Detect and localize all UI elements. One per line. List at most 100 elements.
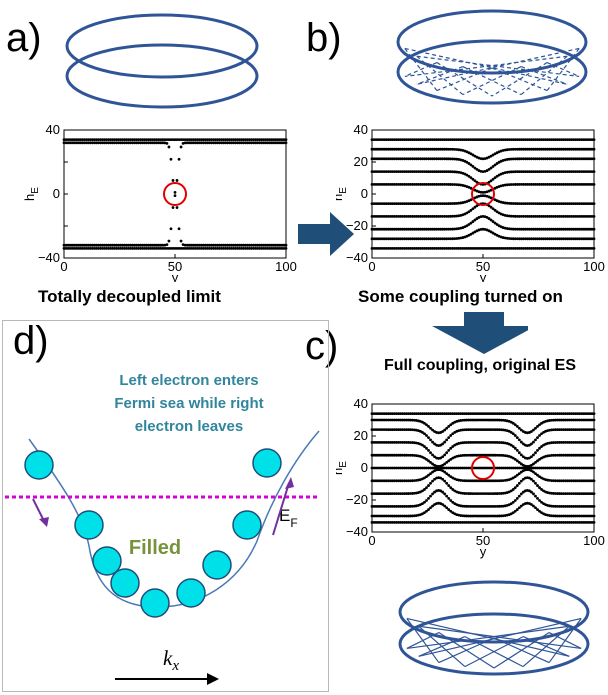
data-point bbox=[421, 138, 424, 141]
data-point bbox=[554, 521, 558, 524]
data-point bbox=[455, 237, 459, 240]
data-point bbox=[556, 453, 560, 457]
data-point bbox=[437, 202, 440, 205]
filled-state-balls bbox=[24, 448, 282, 618]
data-point bbox=[398, 237, 402, 241]
data-point bbox=[538, 202, 541, 205]
data-point bbox=[131, 138, 135, 141]
data-point bbox=[394, 227, 398, 231]
data-points bbox=[62, 138, 288, 250]
data-point bbox=[185, 141, 189, 145]
data-point bbox=[226, 243, 229, 247]
data-point bbox=[429, 183, 432, 186]
data-point bbox=[461, 138, 465, 141]
data-point bbox=[386, 418, 390, 422]
data-point bbox=[574, 505, 578, 508]
data-point bbox=[234, 141, 237, 145]
data-point bbox=[513, 247, 517, 250]
data-point bbox=[380, 466, 384, 470]
data-point bbox=[270, 138, 274, 141]
data-point bbox=[481, 441, 485, 444]
data-point bbox=[495, 428, 499, 432]
data-point bbox=[473, 441, 477, 444]
data-point bbox=[491, 247, 495, 250]
data-point bbox=[266, 138, 270, 141]
data-point bbox=[469, 492, 473, 495]
data-point bbox=[542, 215, 545, 218]
data-point bbox=[386, 147, 390, 151]
data-point bbox=[427, 484, 430, 487]
data-point bbox=[449, 227, 453, 231]
data-point bbox=[499, 138, 503, 141]
data-point bbox=[532, 453, 535, 457]
data-point bbox=[568, 441, 572, 444]
data-point bbox=[509, 214, 513, 218]
data-point bbox=[521, 442, 525, 446]
data-point bbox=[519, 214, 523, 218]
data-point bbox=[489, 504, 493, 508]
data-point bbox=[536, 449, 539, 452]
data-point bbox=[465, 453, 469, 457]
y-tick-label: 40 bbox=[46, 122, 60, 137]
data-point bbox=[404, 247, 408, 250]
data-point bbox=[483, 504, 487, 508]
data-point bbox=[380, 147, 384, 151]
data-point bbox=[554, 247, 558, 250]
coupling-line bbox=[438, 637, 495, 664]
data-point bbox=[564, 227, 568, 231]
data-point bbox=[536, 473, 539, 477]
data-point bbox=[550, 237, 554, 241]
data-point bbox=[509, 521, 513, 524]
data-point bbox=[441, 227, 445, 231]
data-point bbox=[388, 227, 392, 231]
data-point bbox=[517, 521, 521, 524]
data-point bbox=[437, 157, 440, 161]
data-point bbox=[554, 412, 558, 415]
data-point bbox=[406, 183, 410, 186]
data-point bbox=[98, 247, 102, 250]
data-point bbox=[574, 514, 578, 518]
data-point bbox=[386, 138, 390, 141]
data-point bbox=[410, 215, 414, 218]
data-point bbox=[580, 183, 584, 186]
data-point bbox=[469, 247, 473, 250]
data-point bbox=[560, 157, 564, 161]
data-point bbox=[485, 412, 489, 415]
data-point bbox=[240, 141, 244, 145]
data-point bbox=[380, 157, 384, 161]
data-point bbox=[572, 237, 576, 241]
data-point bbox=[540, 227, 543, 231]
x-axis-label: y bbox=[480, 270, 487, 282]
data-point bbox=[554, 428, 558, 432]
data-point bbox=[566, 412, 570, 415]
data-point bbox=[570, 138, 574, 141]
data-point bbox=[437, 138, 440, 141]
data-point bbox=[564, 247, 568, 250]
data-point bbox=[582, 441, 586, 444]
data-point bbox=[390, 202, 394, 205]
data-point bbox=[550, 138, 554, 141]
data-point bbox=[447, 147, 451, 151]
data-point bbox=[392, 479, 396, 483]
data-point bbox=[139, 141, 143, 145]
data-point bbox=[578, 147, 582, 151]
data-point bbox=[433, 147, 436, 151]
data-point bbox=[481, 418, 485, 422]
data-point bbox=[576, 428, 580, 431]
data-point bbox=[238, 243, 241, 247]
data-point bbox=[564, 504, 568, 508]
data-point bbox=[501, 412, 505, 415]
data-point bbox=[439, 521, 443, 524]
data-point bbox=[449, 521, 453, 524]
data-point bbox=[262, 141, 266, 145]
data-point bbox=[374, 237, 378, 241]
data-point bbox=[592, 227, 596, 231]
data-point bbox=[449, 247, 453, 250]
data-point bbox=[425, 423, 428, 427]
data-point bbox=[435, 237, 438, 241]
data-point bbox=[556, 441, 560, 444]
data-point bbox=[94, 247, 98, 250]
x-tick-label: 50 bbox=[168, 259, 182, 274]
data-point bbox=[378, 453, 382, 457]
data-point bbox=[408, 147, 412, 151]
